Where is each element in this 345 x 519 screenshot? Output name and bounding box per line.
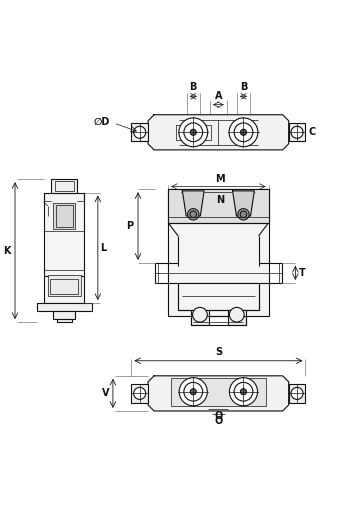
Bar — [53, 311, 76, 319]
Circle shape — [229, 118, 258, 147]
Bar — [289, 384, 305, 403]
Circle shape — [179, 118, 208, 147]
Bar — [131, 123, 148, 142]
Bar — [168, 189, 268, 317]
Circle shape — [229, 378, 257, 406]
Text: ∅D: ∅D — [93, 117, 110, 127]
Circle shape — [240, 389, 246, 395]
Circle shape — [240, 129, 246, 135]
Text: O: O — [214, 411, 223, 421]
Circle shape — [234, 123, 253, 142]
Circle shape — [234, 383, 253, 401]
Bar — [228, 310, 246, 325]
Bar — [131, 384, 148, 403]
Circle shape — [134, 387, 146, 400]
Bar — [44, 193, 85, 303]
Circle shape — [190, 211, 197, 217]
Circle shape — [238, 209, 249, 220]
Text: L: L — [100, 243, 107, 253]
Text: V: V — [102, 388, 110, 399]
Bar — [53, 202, 76, 229]
Text: B: B — [240, 82, 247, 92]
Bar — [56, 206, 73, 227]
Bar — [170, 378, 266, 406]
Text: S: S — [215, 347, 222, 358]
Text: P: P — [126, 221, 133, 231]
Bar — [289, 123, 305, 142]
Bar — [48, 275, 81, 296]
Polygon shape — [148, 115, 289, 150]
Circle shape — [229, 307, 244, 322]
Bar — [178, 283, 258, 310]
Text: A: A — [215, 91, 222, 101]
Circle shape — [190, 389, 196, 395]
Text: N: N — [216, 195, 224, 205]
Circle shape — [291, 126, 303, 139]
Circle shape — [291, 387, 303, 400]
Circle shape — [179, 378, 207, 406]
Text: T: T — [299, 268, 306, 278]
Circle shape — [240, 211, 247, 217]
Polygon shape — [148, 376, 289, 411]
Circle shape — [184, 383, 203, 401]
Circle shape — [134, 126, 146, 139]
Bar — [55, 181, 74, 191]
Circle shape — [188, 209, 199, 220]
Polygon shape — [233, 191, 254, 216]
Circle shape — [193, 307, 207, 322]
Bar — [191, 310, 209, 325]
Bar — [57, 319, 72, 322]
Text: O: O — [214, 416, 223, 426]
Text: K: K — [3, 245, 11, 256]
Bar — [51, 179, 77, 193]
Bar — [37, 303, 92, 311]
Polygon shape — [183, 191, 204, 216]
Text: B: B — [189, 82, 197, 92]
Text: C: C — [309, 127, 316, 138]
Bar — [50, 279, 78, 294]
Bar — [176, 125, 211, 140]
Bar — [168, 189, 268, 223]
Text: M: M — [215, 174, 225, 184]
Circle shape — [190, 129, 196, 135]
Circle shape — [184, 123, 203, 142]
